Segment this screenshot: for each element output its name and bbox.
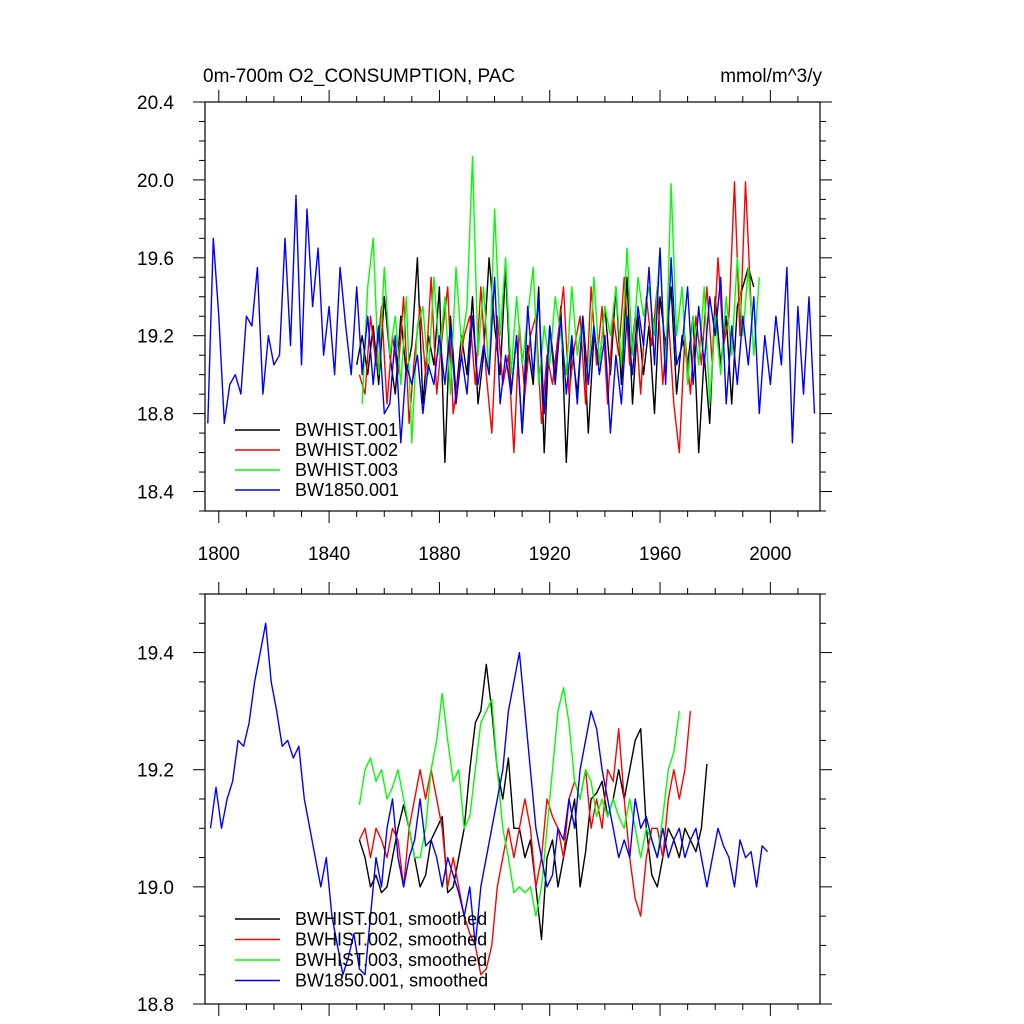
- x-tick-label: 1920: [529, 544, 571, 565]
- y-tick-label: 18.4: [137, 483, 174, 504]
- y-tick-label: 20.0: [137, 171, 174, 192]
- y-tick-label: 19.6: [137, 249, 174, 270]
- series-line-bwhist-003-smoothed: [358, 687, 680, 917]
- series-line-bwhist-003: [361, 155, 760, 444]
- legend-label: BWHIST.002, smoothed: [295, 930, 487, 950]
- series-line-bwhist-002-smoothed: [358, 711, 692, 976]
- x-tick-label: 1960: [639, 544, 681, 565]
- y-tick-label: 20.4: [137, 93, 174, 114]
- y-tick-label: 18.8: [137, 995, 174, 1016]
- x-tick-label: 1880: [418, 544, 460, 565]
- legend-label: BW1850.001: [295, 480, 399, 500]
- x-tick-label: 2000: [749, 544, 791, 565]
- legend-label: BWHIST.001: [295, 420, 398, 440]
- x-tick-label: 1800: [198, 544, 240, 565]
- legend-label: BWHIST.003, smoothed: [295, 950, 487, 970]
- top-plot-frame: [204, 101, 821, 512]
- x-tick-label: 1840: [308, 544, 350, 565]
- y-tick-label: 18.8: [137, 405, 174, 426]
- top-chart-units: mmol/m^3/y: [720, 66, 822, 87]
- y-tick-label: 19.4: [137, 644, 174, 665]
- legend-label: BW1850.001, smoothed: [295, 971, 488, 991]
- series-line-bw1850-001: [207, 194, 816, 444]
- y-tick-label: 19.2: [137, 327, 174, 348]
- top-chart-title: 0m-700m O2_CONSUMPTION, PAC: [203, 66, 515, 87]
- top-panel: 0m-700m O2_CONSUMPTION, PAC mmol/m^3/y 1…: [137, 66, 832, 565]
- y-tick-label: 19.0: [137, 878, 174, 899]
- legend-label: BWHIST.001, smoothed: [295, 909, 487, 929]
- bottom-panel: 18.819.019.219.4 BWHIST.001, smoothedBWH…: [137, 582, 832, 1016]
- legend-label: BWHIST.002: [295, 440, 398, 460]
- y-tick-label: 19.2: [137, 761, 174, 782]
- legend-label: BWHIST.003: [295, 460, 398, 480]
- series-line-bw1850-001-smoothed: [209, 622, 769, 976]
